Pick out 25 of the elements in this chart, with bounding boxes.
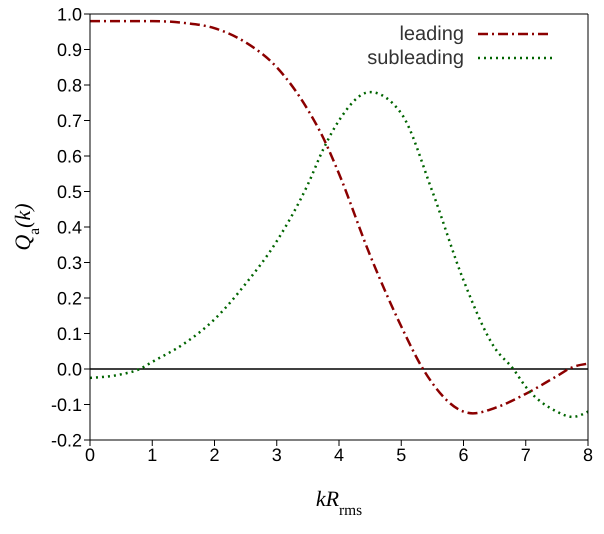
x-tick-label: 8 [582,444,594,465]
x-tick-label: 0 [84,444,96,465]
y-tick-label: 0.6 [56,146,82,166]
legend-label: subleading [367,46,464,70]
x-tick-label: 3 [272,444,282,465]
x-tick-label: 6 [458,444,469,465]
x-tick-label: 5 [396,444,406,465]
y-tick-label: -0.1 [50,394,82,415]
y-tick-label: 0.8 [56,75,82,96]
y-tick-label: -0.2 [50,430,82,450]
x-axis-title: kR$_{rms}$ [316,486,362,518]
x-tick-label: 7 [520,444,531,465]
x-tick-label: 1 [147,444,158,465]
y-tick-label: 0.3 [56,252,82,273]
y-tick-label: 0.5 [56,182,82,202]
y-tick-label: 0.7 [56,110,82,131]
x-tick-label: 4 [334,444,344,465]
x-tick-label: 2 [209,444,220,465]
y-tick-label: 0.1 [56,324,82,344]
legend-label: leading [399,22,464,46]
y-tick-label: 0.9 [56,40,82,60]
y-tick-label: 0.4 [56,217,82,238]
y-tick-label: 0.0 [56,359,82,380]
y-tick-label: 0.2 [56,288,82,308]
y-tick-label: 1.0 [56,4,82,24]
